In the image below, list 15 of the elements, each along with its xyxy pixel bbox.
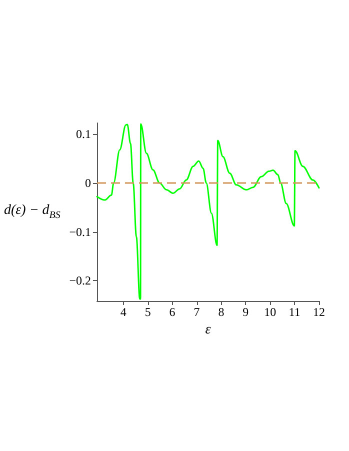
x-tick-label: 4 <box>120 305 126 319</box>
x-tick-label: 10 <box>264 305 276 319</box>
y-tick-label: −0.1 <box>69 224 91 239</box>
x-tick-label: 12 <box>313 305 325 319</box>
y-tick-label: 0 <box>85 176 91 190</box>
x-axis-title: ε <box>205 322 212 338</box>
x-tick-label: 7 <box>194 305 200 319</box>
y-tick-label: 0.1 <box>76 127 91 142</box>
x-tick-label: 8 <box>218 305 224 319</box>
y-axis-title: d(ε) − d$_{BS}$ <box>4 203 60 221</box>
x-tick-label: 11 <box>288 305 300 319</box>
x-tick-label: 5 <box>144 305 151 319</box>
y-tick-label: −0.2 <box>69 274 91 288</box>
x-tick-label: 9 <box>242 305 249 319</box>
x-tick-label: 6 <box>169 305 176 319</box>
